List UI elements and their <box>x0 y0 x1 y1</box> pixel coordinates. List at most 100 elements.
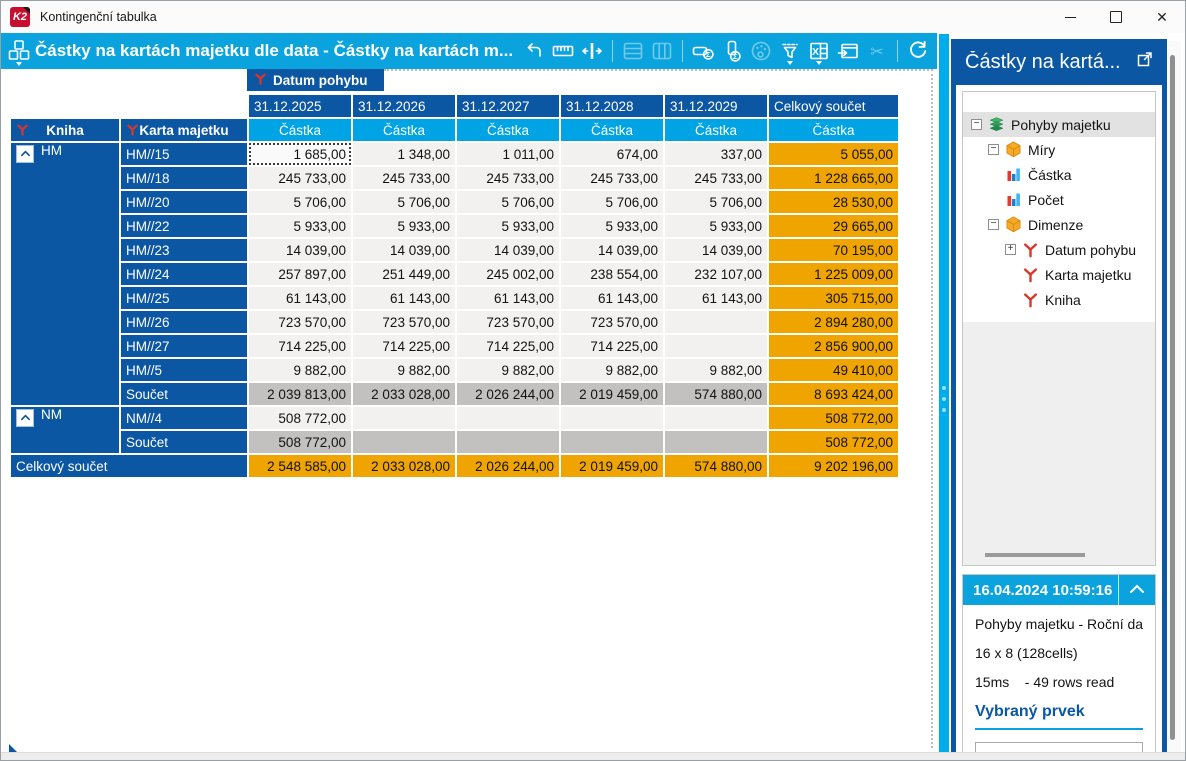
row-dimension-header-karta[interactable]: Karta majetku <box>121 119 247 141</box>
data-cell[interactable]: 238 554,00 <box>561 263 663 285</box>
grand-total-cell[interactable]: 9 202 196,00 <box>769 455 898 477</box>
tree-item-kniha[interactable]: Kniha <box>963 287 1155 312</box>
expand-icon[interactable]: + <box>1005 244 1016 255</box>
data-cell[interactable]: 61 143,00 <box>561 287 663 309</box>
selected-element-box[interactable] <box>975 742 1143 760</box>
data-cell[interactable]: 723 570,00 <box>561 311 663 333</box>
excel-export-icon[interactable]: X <box>806 37 832 65</box>
subtotal-cell[interactable] <box>353 431 455 453</box>
data-cell[interactable]: 1 011,00 <box>457 143 559 165</box>
data-cell[interactable]: 337,00 <box>665 143 767 165</box>
measure-header[interactable]: Částka <box>769 119 898 141</box>
tree-item-karta-majetku[interactable]: Karta majetku <box>963 262 1155 287</box>
filter-icon[interactable] <box>777 37 803 65</box>
data-cell[interactable]: 245 733,00 <box>249 167 351 189</box>
collapse-group-button[interactable] <box>16 408 34 427</box>
data-cell[interactable]: 61 143,00 <box>249 287 351 309</box>
data-cell[interactable]: 9 882,00 <box>561 359 663 381</box>
data-cell[interactable]: 5 706,00 <box>353 191 455 213</box>
vertical-splitter[interactable] <box>939 34 949 754</box>
data-cell[interactable]: 723 570,00 <box>353 311 455 333</box>
subtotal-cell[interactable]: 574 880,00 <box>665 383 767 405</box>
data-cell[interactable]: 14 039,00 <box>249 239 351 261</box>
collapse-icon[interactable]: − <box>988 144 999 155</box>
data-cell[interactable]: 257 897,00 <box>249 263 351 285</box>
export-window-icon[interactable] <box>835 37 861 65</box>
row-total-cell[interactable]: 305 715,00 <box>769 287 898 309</box>
measure-header[interactable]: Částka <box>353 119 455 141</box>
data-cell[interactable]: 5 933,00 <box>665 215 767 237</box>
tree-item-datum-pohybu[interactable]: + Datum pohybu <box>963 237 1155 262</box>
measure-header[interactable]: Částka <box>249 119 351 141</box>
grand-total-cell[interactable]: 2 033 028,00 <box>353 455 455 477</box>
row-label[interactable]: HM//23 <box>121 239 247 261</box>
data-cell[interactable] <box>665 311 767 333</box>
row-dimension-header-kniha[interactable]: Kniha <box>11 119 119 141</box>
row-label[interactable]: HM//5 <box>121 359 247 381</box>
subtotal-cell[interactable]: 508 772,00 <box>249 431 351 453</box>
data-cell[interactable]: 508 772,00 <box>249 407 351 429</box>
collapse-icon[interactable]: − <box>971 119 982 130</box>
data-cell[interactable]: 5 706,00 <box>561 191 663 213</box>
tree-item-pohyby-majetku[interactable]: − Pohyby majetku <box>963 112 1155 137</box>
data-cell[interactable]: 5 706,00 <box>665 191 767 213</box>
data-cell[interactable]: 251 449,00 <box>353 263 455 285</box>
grand-total-cell[interactable]: 2 548 585,00 <box>249 455 351 477</box>
data-cell[interactable]: 723 570,00 <box>457 311 559 333</box>
row-total-cell[interactable]: 29 665,00 <box>769 215 898 237</box>
subtotal-cell[interactable]: 2 019 459,00 <box>561 383 663 405</box>
column-dimension-header[interactable]: Datum pohybu <box>247 69 384 91</box>
grand-total-cell[interactable]: 574 880,00 <box>665 455 767 477</box>
tree-item--stka[interactable]: Částka <box>963 162 1155 187</box>
minimize-button[interactable] <box>1047 1 1093 33</box>
data-cell[interactable]: 5 933,00 <box>249 215 351 237</box>
tree-item-dimenze[interactable]: − Dimenze <box>963 212 1155 237</box>
column-header[interactable]: 31.12.2026 <box>353 95 455 117</box>
data-cell[interactable]: 61 143,00 <box>353 287 455 309</box>
data-cell[interactable]: 714 225,00 <box>457 335 559 357</box>
measure-header[interactable]: Částka <box>457 119 559 141</box>
data-cell[interactable]: 245 733,00 <box>665 167 767 189</box>
subtotal-cell[interactable]: 2 033 028,00 <box>353 383 455 405</box>
ruler-icon[interactable] <box>550 37 576 65</box>
tree-horizontal-scrollbar[interactable] <box>985 553 1085 557</box>
collapse-group-button[interactable] <box>16 144 34 163</box>
grand-total-cell[interactable]: 2 026 244,00 <box>457 455 559 477</box>
data-cell[interactable]: 5 933,00 <box>561 215 663 237</box>
row-total-cell[interactable]: 1 225 009,00 <box>769 263 898 285</box>
row-total-cell[interactable]: 28 530,00 <box>769 191 898 213</box>
data-cell[interactable]: 9 882,00 <box>249 359 351 381</box>
data-cell[interactable]: 723 570,00 <box>249 311 351 333</box>
row-label[interactable]: HM//25 <box>121 287 247 309</box>
data-cell[interactable]: 5 933,00 <box>457 215 559 237</box>
data-cell[interactable]: 245 733,00 <box>457 167 559 189</box>
data-cell[interactable]: 61 143,00 <box>457 287 559 309</box>
data-cell[interactable]: 5 706,00 <box>249 191 351 213</box>
data-cell[interactable]: 714 225,00 <box>561 335 663 357</box>
collapse-panel-button[interactable] <box>1118 575 1155 605</box>
refresh-icon[interactable] <box>905 37 931 65</box>
row-total-cell[interactable]: 508 772,00 <box>769 407 898 429</box>
row-label[interactable]: HM//20 <box>121 191 247 213</box>
data-cell[interactable] <box>561 407 663 429</box>
group-header[interactable]: NM <box>11 407 119 453</box>
row-total-cell[interactable]: 70 195,00 <box>769 239 898 261</box>
data-cell[interactable]: 14 039,00 <box>353 239 455 261</box>
grand-total-cell[interactable]: 2 019 459,00 <box>561 455 663 477</box>
data-cell[interactable]: 9 882,00 <box>665 359 767 381</box>
data-cell[interactable]: 245 733,00 <box>561 167 663 189</box>
total-column-header[interactable]: Celkový součet <box>769 95 898 117</box>
row-total-cell[interactable]: 1 228 665,00 <box>769 167 898 189</box>
column-header[interactable]: 31.12.2027 <box>457 95 559 117</box>
data-cell[interactable]: 5 706,00 <box>457 191 559 213</box>
column-header[interactable]: 31.12.2028 <box>561 95 663 117</box>
row-total-cell[interactable]: 5 055,00 <box>769 143 898 165</box>
pivot-cube-icon[interactable] <box>7 36 31 66</box>
close-button[interactable]: ✕ <box>1139 1 1185 33</box>
subtotal-cell[interactable] <box>561 431 663 453</box>
data-cell[interactable]: 5 933,00 <box>353 215 455 237</box>
column-header[interactable]: 31.12.2029 <box>665 95 767 117</box>
grand-total-label[interactable]: Celkový součet <box>11 455 247 477</box>
row-label[interactable]: NM//4 <box>121 407 247 429</box>
data-cell[interactable]: 14 039,00 <box>457 239 559 261</box>
